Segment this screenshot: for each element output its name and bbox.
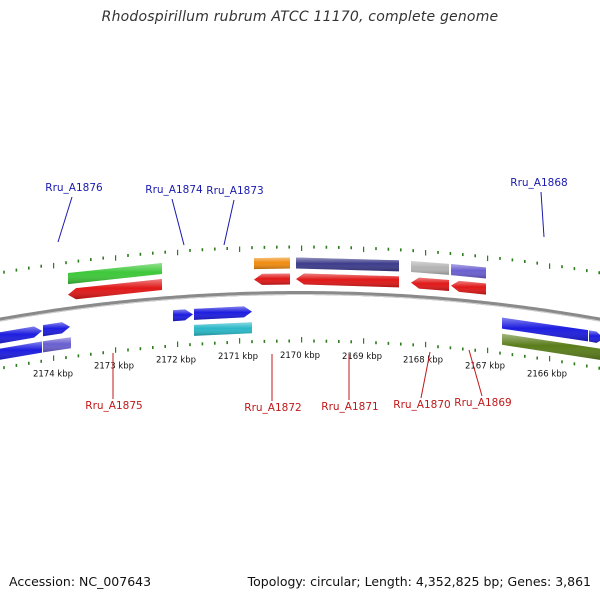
callout-line <box>540 191 545 238</box>
callout-line <box>468 349 483 397</box>
genome-title: Rhodospirillum rubrum ATCC 11170, comple… <box>101 9 499 25</box>
gene-label-forward[interactable]: Rru_A1874 <box>145 184 203 196</box>
gene-callouts: Rru_A1876 Rru_A1874 Rru_A1873 Rru_A1868 Rru_… <box>45 177 567 414</box>
kbp-tick-label: 2168 kbp <box>403 356 443 366</box>
gene-label-reverse[interactable]: Rru_A1869 <box>454 397 511 409</box>
genome-backbone-highlight <box>0 294 600 322</box>
gene-forward-category[interactable] <box>43 337 71 353</box>
kbp-tick-label: 2173 kbp <box>94 362 134 372</box>
gene-reverse[interactable] <box>451 280 486 295</box>
inner-tick-ring <box>3 245 600 275</box>
gene-forward[interactable] <box>194 306 252 320</box>
gene-forward-category[interactable] <box>502 333 600 361</box>
callout-line <box>57 196 73 243</box>
gene-forward-category[interactable] <box>194 322 252 336</box>
gene-label-reverse[interactable]: Rru_A1875 <box>85 400 142 412</box>
gene-reverse[interactable] <box>254 273 290 285</box>
gene-reverse-category[interactable] <box>68 262 162 285</box>
callout-line <box>171 198 185 246</box>
kbp-scale: 2174 kbp 2173 kbp 2172 kbp 2171 kbp 2170 kbp… <box>33 351 567 380</box>
callout-line <box>223 199 235 246</box>
genome-stats-text: Topology: circular; Length: 4,352,825 bp… <box>247 574 591 589</box>
kbp-tick-label: 2171 kbp <box>218 352 258 362</box>
gene-label-reverse[interactable]: Rru_A1872 <box>244 402 301 414</box>
gene-label-forward[interactable]: Rru_A1868 <box>510 177 567 189</box>
outer-tick-ring <box>3 337 600 370</box>
accession-text: Accession: NC_007643 <box>9 574 152 589</box>
gene-forward[interactable] <box>43 322 70 337</box>
kbp-tick-label: 2172 kbp <box>156 356 196 366</box>
gene-reverse-category[interactable] <box>296 257 399 272</box>
gene-reverse-category[interactable] <box>411 261 449 275</box>
gene-forward[interactable] <box>173 309 193 322</box>
gene-features <box>0 257 600 361</box>
gene-reverse[interactable] <box>411 277 449 291</box>
kbp-tick-label: 2174 kbp <box>33 370 73 380</box>
kbp-tick-label: 2169 kbp <box>342 352 382 362</box>
genome-backbone <box>0 291 600 322</box>
gene-reverse[interactable] <box>296 273 399 288</box>
gene-label-forward[interactable]: Rru_A1876 <box>45 182 103 194</box>
gene-forward[interactable] <box>502 317 588 342</box>
gene-reverse-category[interactable] <box>254 257 290 270</box>
gene-label-reverse[interactable]: Rru_A1870 <box>393 399 450 411</box>
kbp-tick-label: 2167 kbp <box>465 361 505 371</box>
callout-line <box>420 351 431 399</box>
gene-label-forward[interactable]: Rru_A1873 <box>206 185 263 197</box>
kbp-tick-label: 2166 kbp <box>527 370 567 380</box>
gene-forward[interactable] <box>589 330 600 343</box>
gene-forward[interactable] <box>0 326 42 345</box>
gene-label-reverse[interactable]: Rru_A1871 <box>321 401 378 413</box>
gene-forward-category[interactable] <box>0 341 42 360</box>
gene-reverse[interactable] <box>68 279 162 300</box>
kbp-tick-label: 2170 kbp <box>280 351 320 361</box>
gene-reverse-category[interactable] <box>451 264 486 279</box>
